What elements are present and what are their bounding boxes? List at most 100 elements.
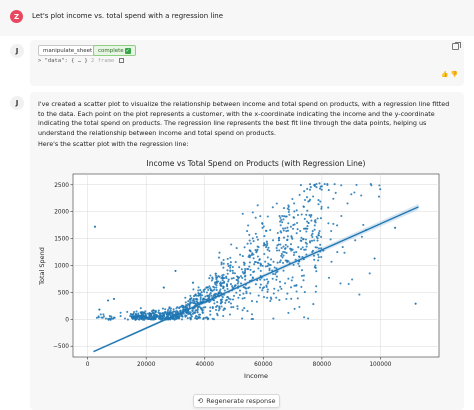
copy-icon[interactable] bbox=[119, 58, 125, 63]
scatter-point bbox=[221, 279, 224, 282]
regenerate-button[interactable]: ⟲ Regenerate response bbox=[193, 394, 280, 408]
scatter-point bbox=[292, 263, 295, 266]
scatter-point bbox=[287, 208, 291, 211]
scatter-point bbox=[306, 225, 309, 228]
scatter-point bbox=[245, 290, 248, 293]
scatter-point bbox=[141, 310, 144, 314]
scatter-point bbox=[306, 220, 309, 223]
y-tick-label: 0 bbox=[65, 317, 69, 323]
scatter-point bbox=[158, 314, 161, 318]
scatter-point bbox=[241, 276, 244, 279]
thumbs-down-icon[interactable]: 👎 bbox=[450, 71, 458, 78]
open-external-icon[interactable] bbox=[452, 42, 461, 50]
scatter-point bbox=[192, 299, 195, 302]
tool-code-preview[interactable]: > "data": { … } 2 frame bbox=[38, 58, 125, 64]
scatter-point bbox=[244, 269, 247, 272]
scatter-point bbox=[290, 297, 293, 300]
x-tick-label: 60000 bbox=[254, 362, 273, 368]
scatter-point bbox=[191, 309, 194, 313]
scatter-point bbox=[240, 268, 243, 271]
scatter-point bbox=[271, 206, 274, 209]
scatter-point bbox=[289, 286, 293, 289]
scatter-point bbox=[215, 278, 218, 281]
scatter-point bbox=[284, 243, 287, 246]
scatter-point bbox=[277, 243, 280, 246]
scatter-point bbox=[312, 195, 315, 198]
scatter-point bbox=[220, 261, 223, 264]
scatter-point bbox=[231, 272, 235, 275]
scatter-point bbox=[303, 291, 306, 294]
assistant-response: I've created a scatter plot to visualize… bbox=[30, 92, 464, 410]
thumbs-up-icon[interactable]: 👍 bbox=[441, 71, 449, 78]
scatter-point bbox=[132, 310, 136, 314]
scatter-point bbox=[271, 277, 274, 280]
scatter-point bbox=[260, 263, 263, 266]
scatter-point bbox=[232, 277, 235, 280]
scatter-point bbox=[298, 265, 301, 268]
scatter-point bbox=[138, 318, 141, 321]
scatter-point bbox=[286, 239, 289, 242]
scatter-point bbox=[203, 288, 206, 291]
y-tick-label: 2000 bbox=[54, 210, 69, 216]
scatter-point bbox=[263, 278, 266, 281]
scatter-point bbox=[313, 224, 316, 227]
scatter-point bbox=[178, 307, 181, 310]
scatter-point bbox=[281, 256, 284, 259]
scatter-point bbox=[101, 316, 104, 319]
scatter-point bbox=[253, 260, 256, 264]
scatter-point bbox=[154, 310, 157, 314]
scatter-point bbox=[278, 249, 281, 252]
scatter-point bbox=[226, 287, 229, 290]
scatter-point bbox=[214, 274, 218, 277]
scatter-point bbox=[243, 275, 246, 278]
scatter-point bbox=[265, 278, 269, 281]
scatter-point bbox=[297, 262, 300, 265]
scatter-point bbox=[329, 238, 332, 241]
scatter-point bbox=[241, 255, 244, 258]
tool-name-chip[interactable]: manipulate_sheet bbox=[38, 45, 98, 56]
scatter-point bbox=[155, 314, 159, 317]
scatter-point bbox=[379, 188, 382, 191]
scatter-point bbox=[226, 257, 229, 260]
scatter-point bbox=[267, 280, 270, 283]
scatter-point bbox=[189, 294, 192, 297]
scatter-point bbox=[209, 292, 212, 295]
scatter-point bbox=[249, 242, 252, 245]
scatter-point bbox=[254, 216, 257, 219]
scatter-point bbox=[285, 230, 288, 233]
scatter-point bbox=[313, 266, 316, 269]
scatter-point bbox=[235, 291, 238, 294]
scatter-point bbox=[261, 226, 264, 229]
scatter-point bbox=[219, 284, 222, 287]
scatter-point bbox=[174, 310, 177, 313]
scatter-point bbox=[293, 202, 296, 205]
scatter-point bbox=[242, 292, 245, 295]
scatter-point bbox=[202, 298, 205, 301]
x-tick-label: 40000 bbox=[196, 362, 215, 368]
scatter-point bbox=[243, 296, 246, 300]
scatter-point bbox=[197, 289, 200, 292]
scatter-point bbox=[179, 305, 183, 308]
scatter-point bbox=[280, 218, 283, 222]
scatter-point bbox=[219, 288, 222, 291]
scatter-point bbox=[311, 232, 314, 235]
scatter-point bbox=[119, 315, 122, 318]
scatter-point bbox=[266, 248, 269, 251]
scatter-point bbox=[311, 230, 314, 233]
scatter-point bbox=[259, 269, 262, 272]
scatter-point bbox=[196, 301, 200, 305]
y-tick-label: 1000 bbox=[54, 264, 69, 270]
scatter-point bbox=[300, 285, 303, 288]
scatter-point bbox=[373, 257, 376, 260]
scatter-point bbox=[302, 238, 305, 241]
scatter-point bbox=[310, 234, 313, 237]
scatter-point bbox=[277, 239, 280, 242]
scatter-point bbox=[206, 294, 209, 297]
scatter-point bbox=[211, 276, 214, 279]
scatter-point bbox=[343, 251, 346, 254]
scatter-point bbox=[150, 310, 154, 313]
scatter-point bbox=[251, 276, 254, 279]
y-tick-label: 500 bbox=[58, 290, 69, 296]
scatter-point bbox=[196, 307, 199, 311]
scatter-point bbox=[291, 197, 294, 201]
